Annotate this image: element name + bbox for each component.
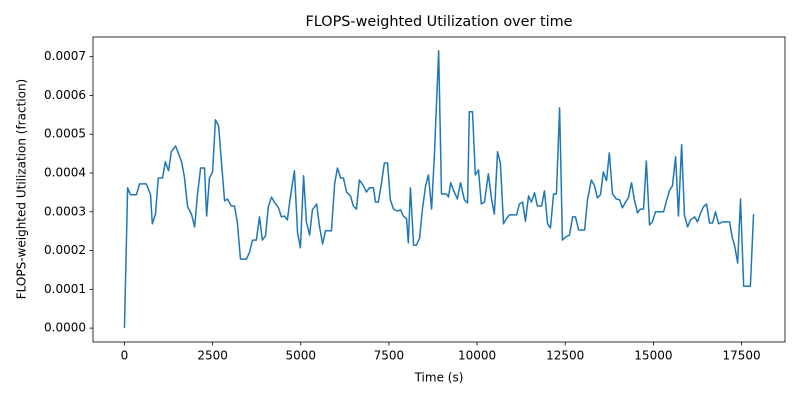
plot-frame <box>92 36 786 343</box>
y-tick-label: 0.0003 <box>44 204 86 218</box>
x-tick-label: 15000 <box>634 349 672 363</box>
x-tick-label: 5000 <box>285 349 316 363</box>
x-tick-label: 0 <box>121 349 129 363</box>
y-tick-label: 0.0004 <box>44 166 86 180</box>
x-tick-label: 12500 <box>546 349 584 363</box>
chart-title: FLOPS-weighted Utilization over time <box>305 14 572 30</box>
y-axis-label: FLOPS-weighted Utilization (fraction) <box>15 79 29 299</box>
line <box>123 50 755 329</box>
y-tick-label: 0.0007 <box>44 49 86 63</box>
y-tick-label: 0.0005 <box>44 127 86 141</box>
y-tick-label: 0.0006 <box>44 88 86 102</box>
x-tick-label: 7500 <box>374 349 405 363</box>
y-tick-label: 0.0002 <box>44 243 86 257</box>
x-tick-label: 10000 <box>458 349 496 363</box>
x-tick-label: 17500 <box>722 349 760 363</box>
x-axis-label: Time (s) <box>414 371 464 385</box>
y-tick-label: 0.0001 <box>44 282 86 296</box>
y-tick-label: 0.0000 <box>44 321 86 335</box>
x-tick-label: 2500 <box>197 349 228 363</box>
